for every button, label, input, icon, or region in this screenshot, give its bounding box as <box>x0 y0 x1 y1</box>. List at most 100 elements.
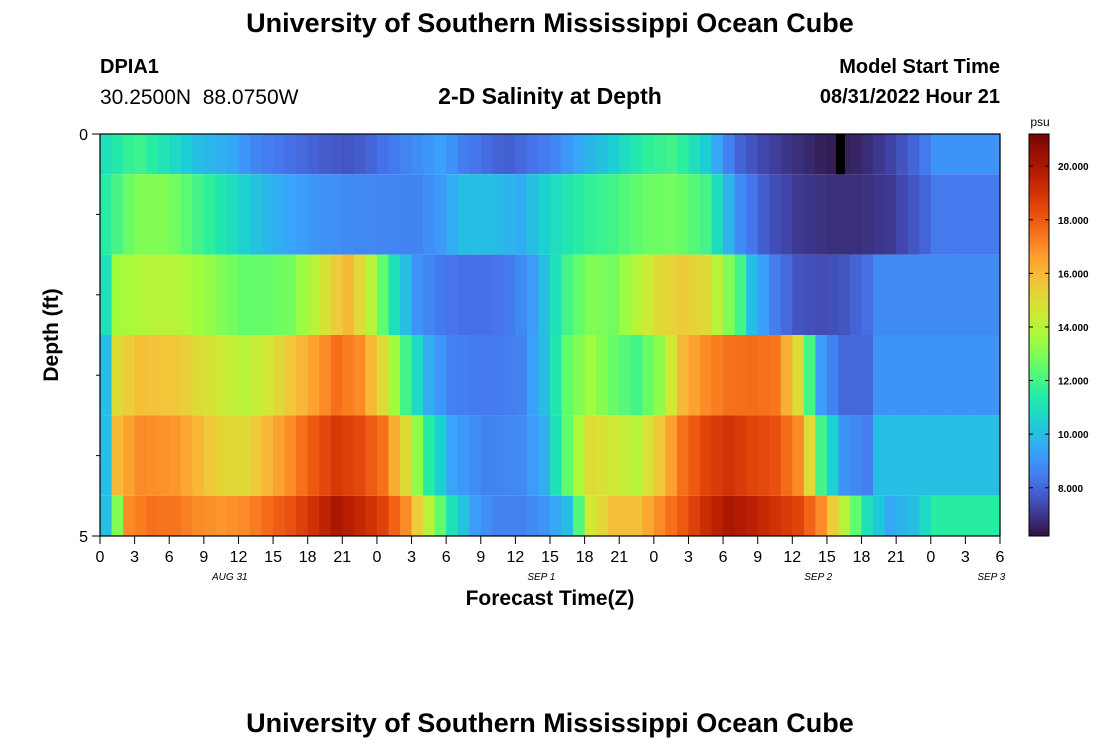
x-tick-label: 3 <box>130 549 139 566</box>
heatmap-cell <box>596 174 609 255</box>
heatmap-cell <box>480 415 493 496</box>
heatmap-cell <box>723 335 736 416</box>
heatmap-cell <box>769 415 782 496</box>
colorbar-tick-label: 16.000 <box>1058 269 1089 280</box>
heatmap-cell <box>261 174 274 255</box>
heatmap-cell <box>169 254 182 335</box>
x-tick-label: 18 <box>299 549 317 566</box>
heatmap-cell <box>492 415 505 496</box>
heatmap-cell <box>630 415 643 496</box>
heatmap-cell <box>688 254 701 335</box>
heatmap-cell <box>573 174 586 255</box>
heatmap-cell <box>203 495 216 536</box>
heatmap-cell <box>711 415 724 496</box>
heatmap-cell <box>434 174 447 255</box>
heatmap-cell <box>146 415 159 496</box>
heatmap-cell <box>515 335 528 416</box>
heatmap-cell <box>330 495 343 536</box>
heatmap-cell <box>365 134 378 175</box>
heatmap-cell <box>423 174 436 255</box>
heatmap-cell <box>226 174 240 255</box>
heatmap-cell <box>607 415 620 496</box>
heatmap-cell <box>446 495 459 536</box>
x-tick-label: 6 <box>442 549 451 566</box>
heatmap-cell <box>515 495 528 536</box>
heatmap-cell <box>100 495 113 536</box>
heatmap-cell <box>284 495 297 536</box>
y-tick-label: 0 <box>79 127 88 144</box>
heatmap-cell <box>157 174 170 255</box>
heatmap-cell <box>411 174 424 255</box>
heatmap-cell <box>642 134 655 175</box>
heatmap-cell <box>226 134 240 175</box>
heatmap-cell <box>665 495 678 536</box>
heatmap-cell <box>965 495 978 536</box>
heatmap-cell <box>376 134 390 175</box>
heatmap-cell <box>215 335 228 416</box>
heatmap-cell <box>296 415 309 496</box>
date-label: AUG 31 <box>211 572 248 583</box>
heatmap-cell <box>988 134 1001 175</box>
heatmap-cell <box>619 335 632 416</box>
heatmap-cell <box>907 335 920 416</box>
heatmap-cell <box>976 134 990 175</box>
heatmap-cell <box>861 134 874 175</box>
heatmap-cell <box>665 254 678 335</box>
heatmap-cell <box>446 335 459 416</box>
heatmap-cell <box>711 254 724 335</box>
heatmap-cell <box>619 174 632 255</box>
heatmap-cell <box>792 254 805 335</box>
heatmap-cell <box>353 335 366 416</box>
heatmap-cell <box>515 134 528 175</box>
x-tick-label: 9 <box>199 549 208 566</box>
heatmap-cell <box>538 415 551 496</box>
heatmap-cell <box>503 415 516 496</box>
colorbar-tick-label: 12.000 <box>1058 377 1089 388</box>
heatmap-cell <box>146 335 159 416</box>
x-tick-label: 12 <box>783 549 801 566</box>
colorbar-tick-label: 20.000 <box>1058 162 1089 173</box>
heatmap-cell <box>619 254 632 335</box>
heatmap-cell <box>503 495 516 536</box>
heatmap-cell <box>861 254 874 335</box>
x-tick-label: 12 <box>230 549 248 566</box>
heatmap-cell <box>965 134 978 175</box>
heatmap-cell <box>319 415 332 496</box>
heatmap-cell <box>850 335 863 416</box>
model-start-value: 08/31/2022 Hour 21 <box>819 86 1000 108</box>
x-tick-label: 18 <box>853 549 871 566</box>
heatmap-cell <box>792 495 805 536</box>
heatmap-cell <box>296 335 309 416</box>
colorbar-tick-label: 14.000 <box>1058 323 1089 334</box>
heatmap-cell <box>861 174 874 255</box>
chart-title: 2-D Salinity at Depth <box>438 83 662 109</box>
heatmap-cell <box>976 254 990 335</box>
heatmap-cell <box>307 134 320 175</box>
footer-title: University of Southern Mississippi Ocean… <box>246 708 854 738</box>
heatmap-cell <box>238 495 251 536</box>
heatmap-cell <box>250 415 263 496</box>
heatmap-cell <box>100 415 113 496</box>
heatmap-cell <box>503 254 516 335</box>
heatmap-cell <box>250 174 263 255</box>
heatmap-cell <box>353 174 366 255</box>
heatmap-cell <box>273 335 286 416</box>
heatmap-cell <box>561 254 574 335</box>
heatmap-cell <box>180 495 193 536</box>
heatmap-cell <box>734 174 747 255</box>
heatmap-cell <box>676 134 690 175</box>
heatmap-cell <box>930 415 943 496</box>
heatmap-cell <box>469 174 482 255</box>
heatmap-cell <box>826 254 840 335</box>
heatmap-cell <box>907 134 920 175</box>
heatmap-cell <box>584 335 597 416</box>
heatmap-cell <box>134 254 147 335</box>
heatmap-cell <box>884 495 897 536</box>
x-tick-label: 21 <box>887 549 905 566</box>
heatmap-cell <box>769 335 782 416</box>
heatmap-cell <box>503 174 516 255</box>
heatmap-cell <box>307 415 320 496</box>
heatmap-cell <box>157 495 170 536</box>
heatmap-cell <box>884 174 897 255</box>
y-tick-label: 5 <box>79 529 88 546</box>
